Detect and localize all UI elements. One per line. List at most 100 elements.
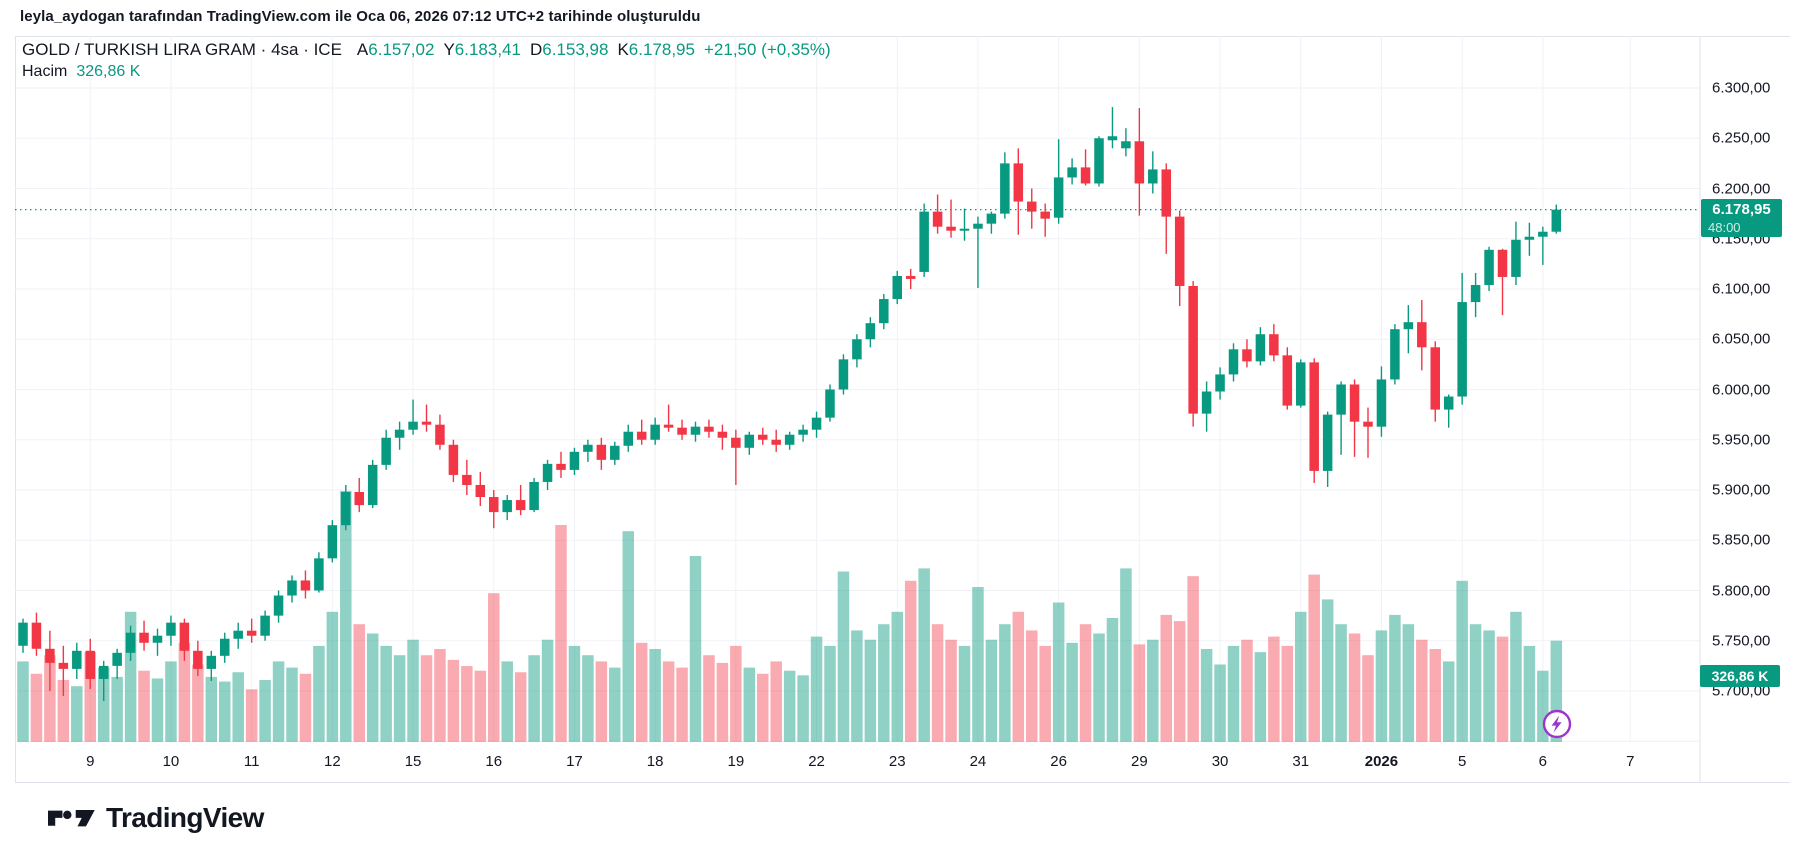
candle[interactable] — [367, 459, 378, 509]
candles[interactable] — [18, 107, 1562, 702]
candle[interactable] — [394, 421, 405, 450]
candle[interactable] — [475, 471, 486, 507]
candle[interactable] — [72, 642, 82, 679]
candle[interactable] — [300, 570, 311, 599]
candle[interactable] — [98, 660, 109, 702]
candle[interactable] — [1013, 148, 1024, 235]
candle[interactable] — [1148, 151, 1158, 194]
candle[interactable] — [314, 552, 324, 593]
candle[interactable] — [1538, 226, 1548, 265]
tradingview-logo-icon[interactable] — [48, 809, 95, 827]
candle[interactable] — [1417, 300, 1427, 371]
candle[interactable] — [18, 618, 28, 653]
candle[interactable] — [1363, 407, 1373, 458]
candle[interactable] — [246, 618, 257, 643]
candle[interactable] — [515, 484, 526, 516]
candle[interactable] — [744, 431, 755, 455]
candle[interactable] — [650, 417, 660, 445]
candle[interactable] — [959, 208, 970, 241]
candle[interactable] — [1349, 379, 1360, 457]
candle[interactable] — [1403, 305, 1414, 354]
candle[interactable] — [31, 612, 42, 656]
candle[interactable] — [758, 427, 768, 445]
candle[interactable] — [946, 199, 956, 238]
candle[interactable] — [233, 622, 243, 649]
candle[interactable] — [220, 632, 230, 663]
candle[interactable] — [569, 447, 580, 475]
candle[interactable] — [273, 590, 284, 623]
candle[interactable] — [1174, 210, 1185, 307]
boost-lightning-icon[interactable] — [1542, 709, 1572, 739]
candle[interactable] — [1296, 359, 1306, 408]
candle[interactable] — [166, 615, 176, 646]
candle[interactable] — [1000, 152, 1010, 219]
candle[interactable] — [1322, 411, 1333, 487]
candle[interactable] — [556, 451, 566, 478]
candle[interactable] — [677, 419, 687, 440]
candle[interactable] — [717, 424, 728, 450]
candle[interactable] — [1551, 204, 1562, 234]
candle[interactable] — [690, 421, 701, 442]
candle[interactable] — [1457, 272, 1467, 405]
candle[interactable] — [45, 630, 55, 691]
candle[interactable] — [771, 429, 781, 452]
candle[interactable] — [596, 437, 607, 470]
candle[interactable] — [179, 618, 190, 661]
candle[interactable] — [892, 270, 903, 305]
candle[interactable] — [1484, 246, 1494, 292]
symbol-title[interactable]: GOLD / TURKISH LIRA GRAM · 4sa · ICE — [22, 40, 342, 59]
candle[interactable] — [1201, 381, 1212, 432]
candle[interactable] — [731, 429, 741, 485]
candle[interactable] — [529, 477, 539, 513]
candle[interactable] — [1188, 280, 1198, 427]
candle[interactable] — [932, 194, 943, 234]
candle[interactable] — [1470, 272, 1481, 318]
candle[interactable] — [623, 424, 634, 452]
candle[interactable] — [1094, 136, 1104, 187]
candle[interactable] — [421, 404, 432, 432]
candle[interactable] — [1242, 339, 1252, 368]
candle[interactable] — [1161, 163, 1172, 254]
candle[interactable] — [408, 399, 418, 435]
candle[interactable] — [125, 625, 136, 661]
candle[interactable] — [905, 268, 916, 289]
candle[interactable] — [1524, 222, 1535, 256]
candle[interactable] — [85, 638, 96, 689]
candle[interactable] — [448, 439, 459, 482]
candle[interactable] — [502, 495, 512, 521]
candle[interactable] — [193, 640, 203, 676]
candle[interactable] — [986, 211, 997, 234]
candle[interactable] — [1309, 358, 1319, 483]
candle[interactable] — [1027, 188, 1037, 229]
candle[interactable] — [1080, 149, 1091, 186]
candle[interactable] — [354, 477, 365, 513]
candle[interactable] — [610, 441, 620, 465]
candle[interactable] — [1053, 139, 1064, 224]
candle[interactable] — [139, 620, 149, 651]
candle[interactable] — [206, 650, 217, 681]
candle[interactable] — [784, 431, 795, 450]
candle[interactable] — [1430, 341, 1441, 422]
candle[interactable] — [341, 484, 351, 531]
candle[interactable] — [663, 404, 674, 432]
candle[interactable] — [327, 520, 338, 563]
candle[interactable] — [1282, 347, 1293, 410]
candle[interactable] — [1215, 367, 1225, 400]
candle[interactable] — [1121, 128, 1131, 157]
candle[interactable] — [973, 216, 983, 288]
candle[interactable] — [1443, 394, 1454, 428]
candle[interactable] — [583, 439, 593, 462]
candle[interactable] — [462, 459, 472, 496]
candle[interactable] — [435, 414, 445, 450]
candle[interactable] — [1269, 324, 1279, 362]
candle[interactable] — [489, 490, 499, 529]
candle[interactable] — [260, 610, 270, 641]
candle[interactable] — [879, 294, 889, 330]
candle[interactable] — [1376, 366, 1387, 437]
candle[interactable] — [542, 459, 553, 490]
candle[interactable] — [811, 411, 822, 438]
candle[interactable] — [287, 575, 297, 603]
candle[interactable] — [1336, 381, 1346, 455]
candle[interactable] — [704, 419, 714, 438]
